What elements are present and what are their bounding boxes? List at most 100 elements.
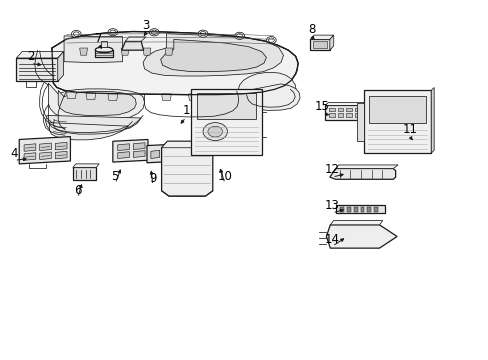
Polygon shape <box>118 144 129 150</box>
Polygon shape <box>354 108 360 111</box>
Polygon shape <box>190 89 261 155</box>
Polygon shape <box>16 51 63 58</box>
Polygon shape <box>326 225 396 248</box>
Circle shape <box>198 30 207 37</box>
Polygon shape <box>133 150 145 157</box>
Text: 13: 13 <box>324 199 339 212</box>
Polygon shape <box>101 41 107 47</box>
Polygon shape <box>73 164 99 167</box>
Polygon shape <box>325 103 367 105</box>
Text: 2: 2 <box>27 50 35 63</box>
Circle shape <box>207 126 222 137</box>
Text: 11: 11 <box>402 123 417 136</box>
Polygon shape <box>48 83 144 121</box>
Polygon shape <box>335 165 397 168</box>
Polygon shape <box>238 72 296 104</box>
Polygon shape <box>163 150 172 158</box>
Polygon shape <box>238 84 300 111</box>
Polygon shape <box>329 168 395 179</box>
Polygon shape <box>40 152 51 159</box>
Text: 7: 7 <box>95 32 103 45</box>
Circle shape <box>203 123 227 140</box>
Text: 4: 4 <box>11 147 18 159</box>
Text: 6: 6 <box>74 184 81 197</box>
Polygon shape <box>160 40 266 72</box>
Polygon shape <box>80 48 87 55</box>
Polygon shape <box>337 108 343 111</box>
Polygon shape <box>346 113 351 117</box>
Polygon shape <box>133 143 145 149</box>
Polygon shape <box>161 141 218 196</box>
Polygon shape <box>125 37 146 41</box>
Polygon shape <box>40 143 51 150</box>
Polygon shape <box>108 94 118 100</box>
Polygon shape <box>58 51 63 81</box>
Polygon shape <box>143 48 151 55</box>
Text: 8: 8 <box>307 23 315 36</box>
Polygon shape <box>118 152 129 158</box>
Text: 3: 3 <box>142 19 149 32</box>
Polygon shape <box>196 93 255 119</box>
Polygon shape <box>143 34 283 76</box>
Polygon shape <box>430 87 433 153</box>
Text: 5: 5 <box>111 170 119 183</box>
Polygon shape <box>24 144 36 151</box>
Text: 9: 9 <box>149 172 156 185</box>
Polygon shape <box>330 221 382 225</box>
Polygon shape <box>164 48 172 55</box>
Circle shape <box>266 37 276 44</box>
Polygon shape <box>45 116 141 135</box>
Polygon shape <box>373 207 377 212</box>
Polygon shape <box>122 41 143 50</box>
Polygon shape <box>55 151 67 159</box>
Circle shape <box>71 31 81 38</box>
Text: 15: 15 <box>314 100 329 113</box>
Polygon shape <box>346 108 351 111</box>
Polygon shape <box>161 141 218 148</box>
Polygon shape <box>95 50 113 57</box>
Polygon shape <box>73 167 96 180</box>
Polygon shape <box>337 113 343 117</box>
Polygon shape <box>353 207 357 212</box>
Polygon shape <box>64 36 122 62</box>
Polygon shape <box>86 93 96 100</box>
Polygon shape <box>354 113 360 117</box>
Polygon shape <box>329 35 333 50</box>
Polygon shape <box>328 108 334 111</box>
Text: 14: 14 <box>324 233 339 246</box>
Polygon shape <box>328 113 334 117</box>
Polygon shape <box>335 205 384 213</box>
Polygon shape <box>360 207 364 212</box>
Polygon shape <box>66 92 76 99</box>
Polygon shape <box>113 139 148 162</box>
Polygon shape <box>368 96 426 123</box>
Polygon shape <box>52 32 298 95</box>
Polygon shape <box>215 94 224 100</box>
Polygon shape <box>99 48 107 55</box>
Text: 10: 10 <box>217 170 232 183</box>
Polygon shape <box>49 123 128 140</box>
Polygon shape <box>151 150 159 158</box>
Polygon shape <box>24 153 36 160</box>
Polygon shape <box>19 136 70 164</box>
Circle shape <box>234 32 244 40</box>
Polygon shape <box>356 103 363 140</box>
Polygon shape <box>161 94 171 100</box>
Polygon shape <box>312 41 327 48</box>
Text: 1: 1 <box>182 104 189 117</box>
Polygon shape <box>310 35 333 40</box>
Polygon shape <box>147 144 175 163</box>
Polygon shape <box>363 90 430 153</box>
Polygon shape <box>339 207 343 212</box>
Polygon shape <box>121 48 129 55</box>
Polygon shape <box>16 58 58 81</box>
Text: 12: 12 <box>324 163 339 176</box>
Polygon shape <box>366 207 370 212</box>
Polygon shape <box>188 94 198 100</box>
Polygon shape <box>55 142 67 150</box>
Polygon shape <box>310 40 329 50</box>
Polygon shape <box>346 207 350 212</box>
Circle shape <box>108 29 118 36</box>
Ellipse shape <box>95 47 113 53</box>
Polygon shape <box>325 105 364 120</box>
